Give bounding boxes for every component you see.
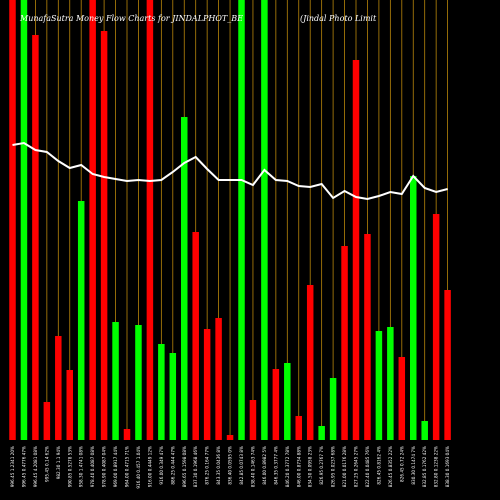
bar-down — [203, 329, 211, 440]
bar-down — [66, 370, 73, 440]
bar-up — [20, 0, 28, 440]
x-tick-label: 996.45 0.4776 47% — [21, 446, 26, 487]
x-tick-label: 995.45 0.14 62% — [44, 446, 49, 482]
x-tick-label: 846.20 0.3772 78% — [285, 446, 290, 487]
x-tick-label: 846.00 0.8982 5% — [262, 446, 267, 485]
bar-down — [215, 318, 222, 440]
x-tick-label: 832.80 0.1238 22% — [434, 446, 439, 487]
x-axis-labels: 996.45 1.2341 20% 996.45 0.4776 47% 996.45… — [10, 446, 450, 489]
bar-down — [192, 232, 199, 440]
bar-down — [364, 234, 371, 440]
x-tick-label: 958.30 1.4741 08% — [79, 446, 84, 487]
x-tick-label: 886.25 0.444 47% — [170, 446, 175, 485]
bar-down — [146, 0, 154, 440]
x-tick-label: 896.65 0.1598 08% — [182, 446, 187, 487]
x-tick-label: 822.40 0.0485 76% — [365, 446, 370, 487]
x-tick-label: 982.30 1.1 94% — [56, 446, 61, 479]
bar-up — [284, 363, 291, 440]
bar-down — [123, 429, 131, 440]
x-tick-label: 827.25 0.2645 27% — [354, 446, 359, 487]
x-tick-label: 990.85 0.5278 53% — [67, 446, 72, 487]
bar-up — [158, 344, 165, 440]
chart-subtitle: (Jindal Photo Limit — [300, 14, 377, 23]
chart-title: MunafaSutra Money Flow Charts for JINDAL… — [19, 14, 243, 23]
bars — [9, 0, 451, 440]
bar-down — [398, 357, 406, 440]
x-tick-label: 838.30 0.1693 04% — [445, 446, 450, 487]
x-tick-label: 837.30 0.1968 46% — [193, 446, 198, 487]
x-tick-label: 996.45 1.2341 20% — [10, 446, 15, 487]
x-tick-label: 836.40 0.0595 0% — [228, 446, 233, 485]
bar-up — [112, 322, 119, 440]
bar-down — [352, 60, 360, 440]
x-tick-label: 978.90 0.4087 04% — [102, 446, 107, 487]
x-tick-label: 826.45 0.8162 4% — [376, 446, 381, 485]
x-tick-label: 826.95 0.0237 68% — [331, 446, 336, 487]
x-tick-label: 826.45 0.8352 22% — [388, 446, 393, 487]
x-tick-label: 826.45 0.72 24% — [399, 446, 404, 482]
bar-down — [295, 416, 302, 440]
bar-up — [181, 117, 188, 440]
bar-up — [169, 353, 177, 440]
bar-up — [375, 331, 383, 440]
x-tick-label: 996.45 4.2081 08% — [33, 446, 38, 487]
x-tick-label: 964.00 0.4715 71% — [125, 446, 130, 487]
x-tick-label: 978.40 0.4087 08% — [90, 446, 95, 487]
x-tick-label: 916.00 0.4449 12% — [147, 446, 152, 487]
bar-down — [9, 0, 16, 440]
x-tick-label: 916.40 0.457 1.04% — [136, 446, 141, 489]
bar-down — [341, 246, 348, 440]
x-tick-label: 821.00 0.0176 28% — [342, 446, 347, 487]
bar-up — [318, 426, 325, 440]
x-tick-label: 830.30 0.1474 7% — [411, 446, 416, 485]
bar-down — [249, 400, 257, 440]
x-tick-label: 838.40 0.1463 74% — [250, 446, 255, 487]
bar-down — [444, 290, 451, 440]
x-tick-label: 842.85 0.0743 8% — [239, 446, 244, 485]
x-tick-label: 969.00 0.8917 44% — [113, 446, 118, 487]
x-tick-label: 876.25 0.164 77% — [205, 446, 210, 485]
bar-down — [43, 402, 51, 440]
bar-up — [238, 0, 245, 440]
bar-up — [261, 0, 268, 440]
x-tick-label: 916.00 0.349 47% — [159, 446, 164, 485]
bar-up — [410, 176, 417, 440]
bar-up — [329, 378, 337, 440]
bar-down — [226, 435, 234, 440]
x-tick-label: 834.50 0.0958 23% — [308, 446, 313, 487]
bar-up — [135, 325, 142, 440]
bar-down — [32, 35, 39, 440]
money-flow-line — [12, 141, 448, 201]
bar-up — [77, 201, 85, 440]
x-tick-label: 846.35 0.3777 4% — [273, 446, 278, 485]
bar-down — [89, 0, 96, 440]
x-tick-label: 826.95 0.2767 7% — [319, 446, 324, 485]
x-tick-label: 832.85 0.1762 42% — [422, 446, 427, 487]
bar-up — [387, 327, 394, 440]
bar-down — [55, 336, 62, 440]
x-tick-label: 843.35 0.0436 8% — [216, 446, 221, 485]
bar-down — [306, 285, 314, 440]
x-tick-label: 846.00 0.8734 88% — [296, 446, 301, 487]
bar-up — [421, 421, 428, 440]
bar-down — [432, 214, 440, 440]
bar-down — [272, 369, 280, 440]
bar-down — [100, 31, 108, 440]
